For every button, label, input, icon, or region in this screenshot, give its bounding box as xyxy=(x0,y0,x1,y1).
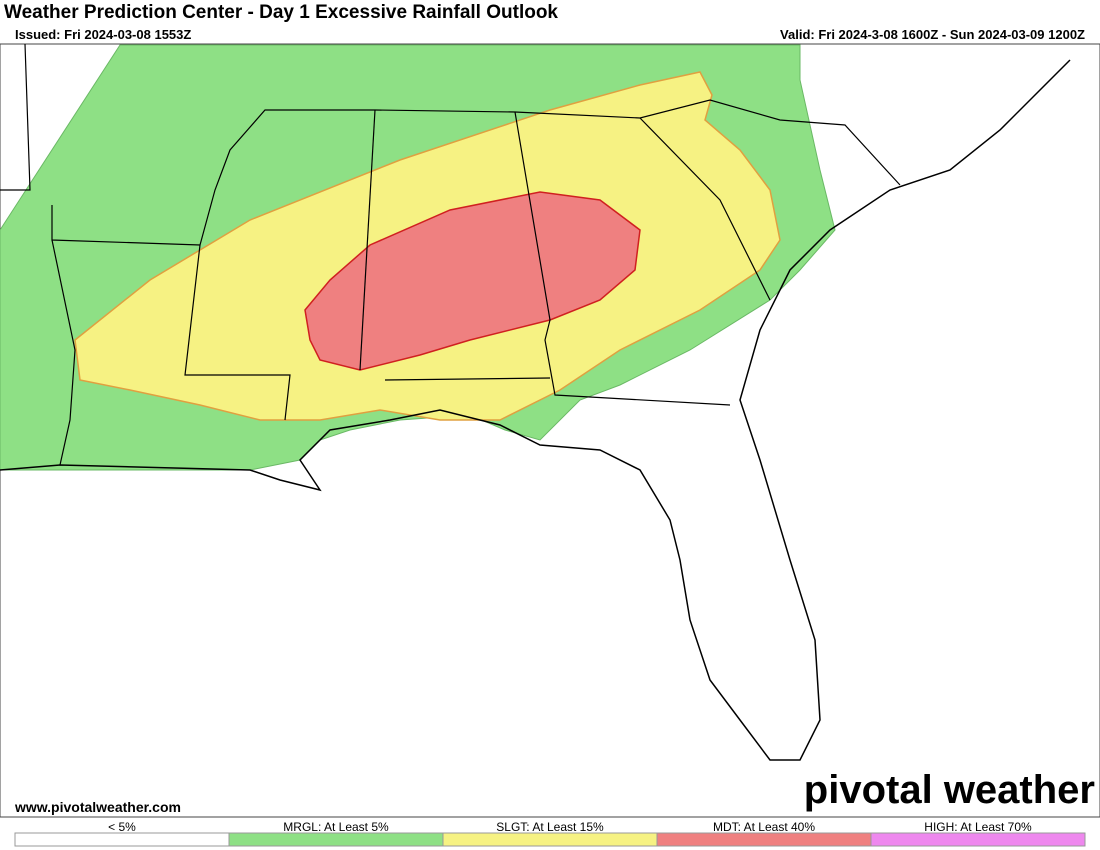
legend-label: HIGH: At Least 70% xyxy=(924,820,1032,834)
issued-time: Issued: Fri 2024-03-08 1553Z xyxy=(15,27,192,42)
state-borders xyxy=(0,43,901,466)
website-url: www.pivotalweather.com xyxy=(14,799,181,815)
moderate-risk-area xyxy=(304,191,641,371)
legend-label: SLGT: At Least 15% xyxy=(496,820,604,834)
title: Weather Prediction Center - Day 1 Excess… xyxy=(4,2,558,23)
legend-label: MRGL: At Least 5% xyxy=(283,820,389,834)
legend-swatch xyxy=(656,832,872,847)
valid-time: Valid: Fri 2024-3-08 1600Z - Sun 2024-03… xyxy=(780,27,1085,42)
legend-label: MDT: At Least 40% xyxy=(713,820,815,834)
legend-swatch xyxy=(228,832,444,847)
legend: < 5% MRGL: At Least 5% SLGT: At Least 15% M… xyxy=(14,820,1086,847)
legend-swatch xyxy=(14,832,230,847)
legend-swatch xyxy=(442,832,658,847)
legend-swatch xyxy=(870,832,1086,847)
coastline xyxy=(0,59,1071,761)
legend-label: < 5% xyxy=(108,820,136,834)
brand-logo: pivotal weather xyxy=(804,768,1095,812)
